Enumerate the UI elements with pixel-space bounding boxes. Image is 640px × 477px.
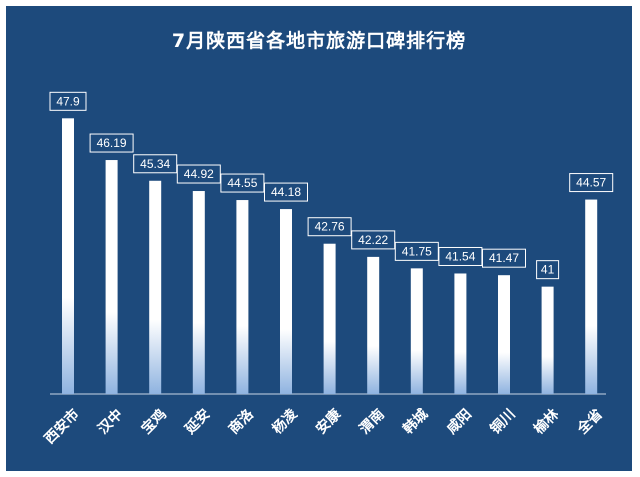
category-label-7: 渭南 [356, 406, 388, 438]
data-label-9: 41.54 [445, 249, 475, 263]
data-label-box-5 [264, 182, 308, 202]
data-label-box-2 [133, 154, 178, 174]
bar-1 [105, 160, 118, 394]
category-label-0: 西安市 [41, 406, 83, 448]
data-label-box-12 [569, 173, 614, 193]
data-label-box-8 [394, 241, 439, 261]
category-label-6: 安康 [312, 405, 345, 438]
bar-2 [149, 180, 162, 394]
data-label-6: 42.76 [315, 220, 345, 234]
data-label-box-6 [307, 217, 352, 237]
category-label-11: 榆林 [530, 406, 562, 438]
bar-9 [454, 273, 467, 394]
category-label-1: 汉中 [94, 406, 126, 438]
data-label-box-0 [49, 91, 87, 111]
category-label-4: 商洛 [225, 405, 258, 438]
category-label-3: 延安 [181, 406, 214, 439]
data-label-12: 44.57 [576, 176, 606, 190]
bar-6 [323, 243, 336, 394]
bar-8 [410, 268, 423, 394]
chart-panel: 7月陕西省各地市旅游口碑排行榜 47.9 西安市 46.19 汉中 45.34 宝鸡 44.… [6, 6, 632, 471]
bar-10 [498, 275, 510, 394]
bar-7 [367, 256, 380, 394]
data-label-4: 44.55 [227, 176, 257, 190]
bar-4 [236, 200, 249, 394]
data-label-0: 47.9 [56, 94, 80, 108]
bar-0 [62, 118, 74, 394]
chart-title: 7月陕西省各地市旅游口碑排行榜 [171, 30, 467, 52]
bar-chart: 47.9 西安市 46.19 汉中 45.34 宝鸡 44.92 延安 44.55 商洛 44.18… [41, 91, 614, 448]
category-label-8: 韩城 [400, 406, 432, 438]
bar-3 [192, 191, 205, 394]
bar-12 [585, 199, 598, 394]
data-label-3: 44.92 [184, 167, 214, 181]
category-label-5: 杨凌 [269, 405, 302, 438]
data-label-11: 41 [541, 263, 555, 277]
data-label-box-10 [482, 248, 526, 268]
data-label-8: 41.75 [402, 244, 432, 258]
data-label-1: 46.19 [97, 136, 127, 150]
category-label-10: 铜川 [487, 406, 519, 438]
data-label-box-11 [536, 260, 560, 280]
data-label-5: 44.18 [271, 185, 301, 199]
bar-5 [280, 209, 292, 394]
data-label-box-3 [176, 164, 221, 184]
data-label-box-9 [438, 246, 483, 266]
data-label-10: 41.47 [489, 251, 519, 265]
data-label-7: 42.22 [358, 233, 388, 247]
category-label-2: 宝鸡 [138, 406, 170, 438]
category-label-12: 全省 [573, 406, 606, 439]
data-label-box-4 [220, 173, 265, 193]
data-label-2: 45.34 [140, 157, 170, 171]
data-label-box-7 [351, 230, 396, 250]
bar-11 [541, 286, 554, 394]
category-label-9: 咸阳 [443, 406, 475, 438]
data-label-box-1 [89, 133, 134, 153]
